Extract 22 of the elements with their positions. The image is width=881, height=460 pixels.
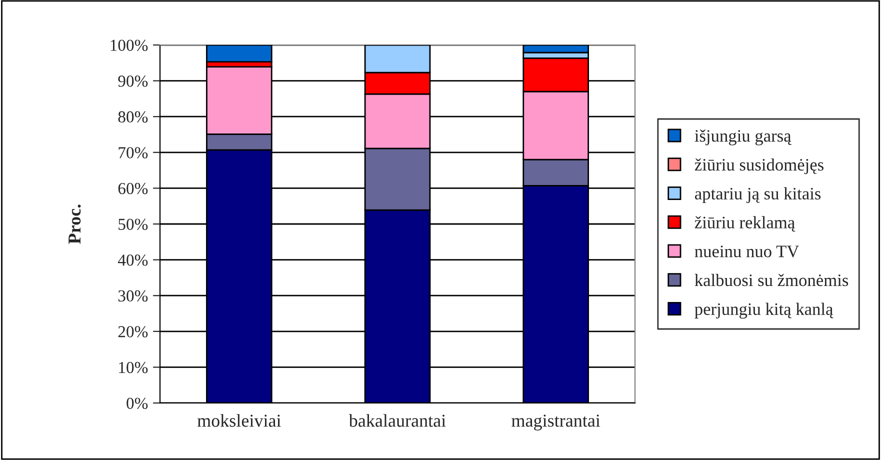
legend-label: nueinu nuo TV [694, 246, 800, 258]
y-tick-label: 0% [126, 398, 148, 409]
y-axis-title: Proc. [68, 204, 81, 244]
legend-label: kalbuosi su žmonėmis [694, 274, 848, 286]
y-tick-label: 90% [118, 76, 148, 87]
y-tick-label: 10% [119, 362, 148, 374]
legend-label: žiūriu susidomėjęs [694, 158, 824, 174]
x-tick-label: moksleiviai [197, 414, 281, 427]
x-tick-label: magistrantai [512, 414, 600, 430]
y-tick-label: 50% [118, 218, 148, 230]
y-tick-label: 40% [118, 254, 148, 266]
y-tick-label: 70% [118, 147, 148, 158]
legend-label: perjungiu kitą kanlą [694, 302, 834, 319]
y-tick-label: 60% [118, 182, 148, 194]
legend-label: išjungiu garsą [694, 129, 792, 146]
y-tick-label: 30% [118, 290, 148, 302]
legend-label: aptariu ją su kitais [695, 187, 821, 204]
x-tick-label: bakalaurantai [348, 414, 446, 427]
y-tick-label: 20% [118, 326, 148, 338]
y-tick-label: 80% [118, 111, 148, 123]
y-tick-label: 100% [110, 40, 148, 51]
legend-label: žiūriu reklamą [694, 216, 796, 232]
